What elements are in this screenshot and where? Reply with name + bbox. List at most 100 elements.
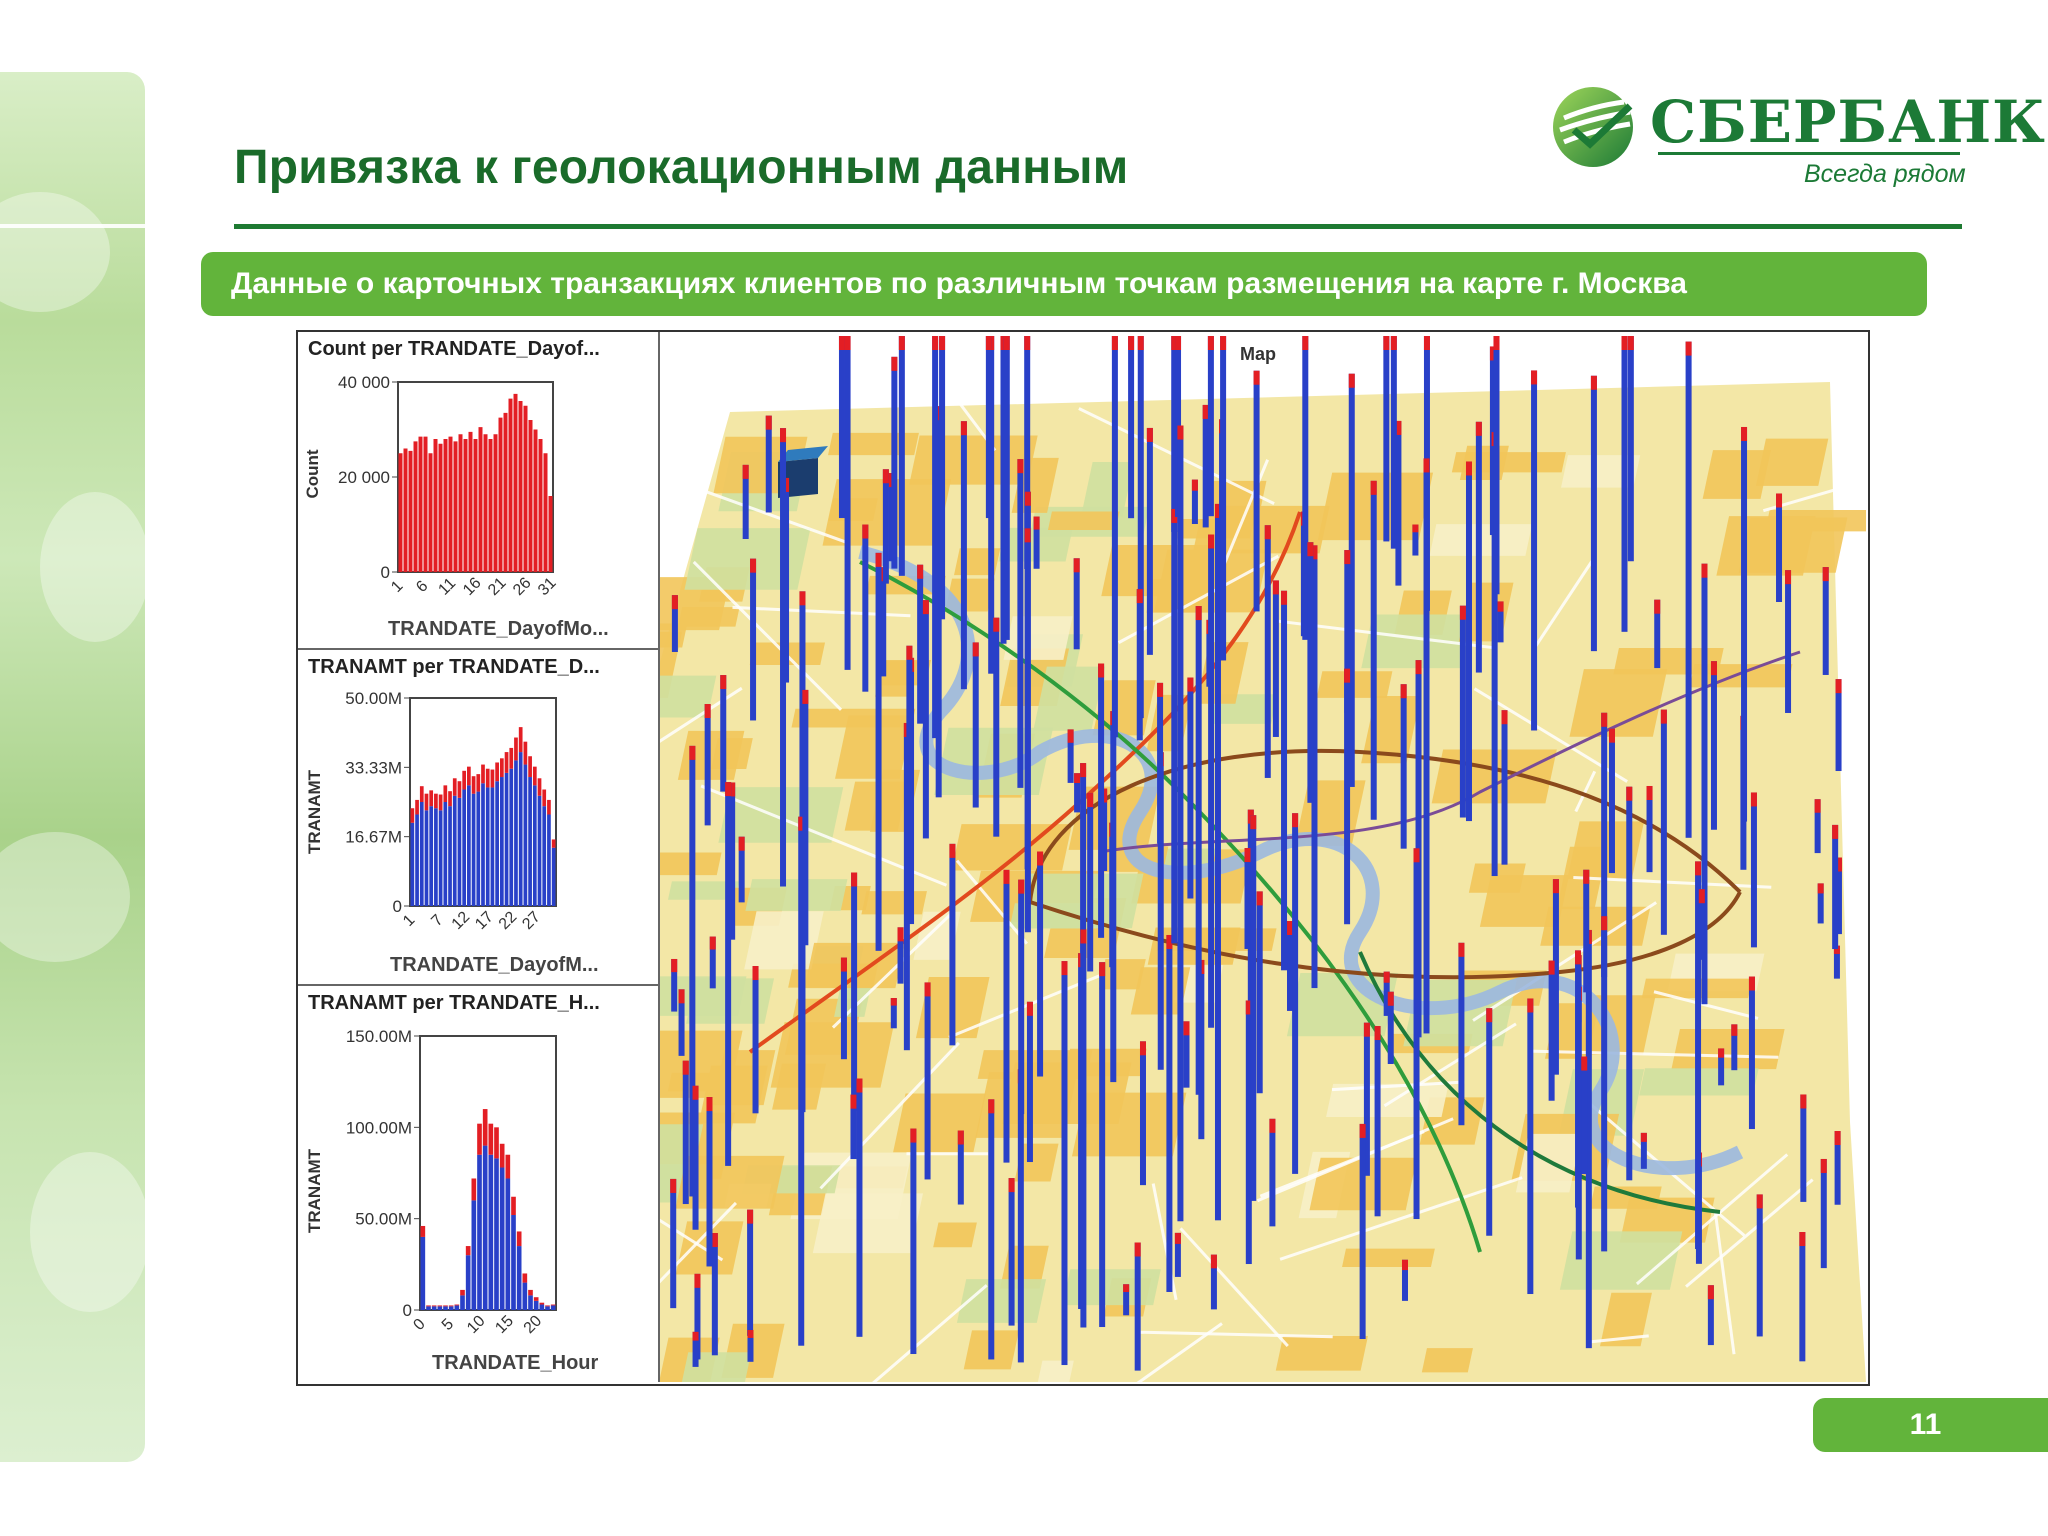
bar-blue-segment [429,806,434,906]
bar-red-segment [476,774,481,792]
map-district [1540,906,1651,946]
bar-blue-segment [509,768,514,906]
logo-wordmark: СБЕРБАНК [1650,88,2046,156]
transaction-spike [742,464,749,540]
x-tick-label: 31 [535,574,560,599]
map-district [1275,1335,1368,1371]
transaction-spike [1080,929,1087,1328]
transaction-spike-cap [1098,663,1105,678]
chart-panel-amount-day: TRANAMT per TRANDATE_D... 0 16.67M 33.33M 5… [298,650,660,986]
y-tick-label: 20 000 [338,468,390,487]
transaction-spike-cap [1707,1285,1714,1300]
transaction-spike-cap [1073,558,1080,573]
bar-blue-segment [488,1154,494,1310]
transaction-spike [1074,773,1081,813]
transaction-spike [729,782,736,940]
transaction-spike-cap [1835,679,1842,694]
transaction-spike [1835,679,1842,772]
transaction-spike [897,927,904,984]
bar-blue-segment [467,785,471,906]
transaction-spike [1244,848,1251,949]
map-district [1064,1048,1147,1077]
bar-red-segment [504,752,509,773]
transaction-spike [1785,570,1792,713]
transaction-spike [1590,375,1597,652]
transaction-spike [1395,420,1402,586]
transaction-spike-cap [1146,427,1153,442]
bar-blue-segment [550,1305,556,1310]
map-street [1383,1022,1517,1108]
map-district [652,852,722,876]
transaction-spike [1003,869,1010,1163]
map-district [678,607,740,627]
transaction-spike-cap [1281,590,1288,605]
transaction-spike [1756,1194,1763,1337]
transaction-spike-cap [1370,480,1377,495]
bar-blue-segment [542,806,547,906]
transaction-spike-cap [1387,991,1394,1006]
map-district [1671,1029,1785,1070]
bar-blue-segment [448,806,452,906]
bar-red-segment [482,1109,488,1146]
transaction-spike-cap [1359,1123,1366,1138]
transaction-spike [1087,793,1094,972]
transaction-spike [1128,336,1135,519]
transaction-spike [922,600,929,839]
transaction-spike [1383,336,1390,542]
transaction-spike-cap [1018,879,1025,894]
transaction-spike-cap [720,675,727,690]
transaction-spike-cap [1833,945,1840,954]
map-district [1361,614,1474,669]
transaction-spike-cap [1264,525,1271,540]
transaction-spike-cap [711,1232,718,1247]
bar-blue-segment [424,810,429,906]
bar-blue-segment [522,1282,528,1310]
bar-red-segment [443,785,448,802]
bar-blue-segment [490,787,495,906]
bar-blue-segment [426,1306,431,1310]
transaction-spike-cap [1423,336,1430,350]
map-canvas [461,336,1916,1425]
transaction-spike-cap [1601,916,1608,931]
transaction-spike-cap [1250,815,1257,830]
map-district [684,528,811,590]
bar-red-segment [471,1178,477,1201]
transaction-spike-cap [1748,976,1755,991]
transaction-spike-cap [1701,563,1708,578]
transaction-spike [840,957,847,1060]
transaction-spike-cap [1037,851,1044,866]
transaction-spike [798,816,805,1346]
transaction-spike [1210,1254,1217,1310]
sberbank-logo-icon [1553,87,1633,167]
transaction-spike [838,336,845,519]
transaction-spike-cap [1207,336,1214,350]
map-street [1135,1322,1223,1386]
transaction-spike [1383,971,1390,1016]
bar-red-segment [438,794,443,811]
chart-panel-amount-hour: TRANAMT per TRANDATE_H... 0 50.00M 100.00M… [298,986,660,1382]
map-street [1653,990,1759,1020]
bar-blue-segment [477,1154,482,1310]
transaction-spike [738,836,745,903]
transaction-spike [765,415,772,513]
transaction-spike [1302,336,1309,640]
moscow-3d-map[interactable]: Map [461,332,1916,1425]
map-district [1569,669,1668,737]
x-tick-label: 10 [464,1312,489,1337]
transaction-spike-cap [1137,336,1144,350]
transaction-spike [752,966,759,1114]
map-district [835,715,914,779]
transaction-spike [1548,960,1555,1101]
sberbank-logo: СБЕРБАНК Всегда рядом [1550,80,2045,190]
transaction-spike [1458,942,1465,1126]
transaction-spike [704,704,711,826]
bar-red-segment [410,808,415,823]
transaction-spike [1585,929,1592,1349]
transaction-spike-cap [988,1099,995,1114]
transaction-spike-cap [1344,668,1351,683]
transaction-spike [903,722,910,1051]
map-district [1421,1348,1473,1373]
bar-blue-segment [443,1306,448,1310]
bar [473,439,478,572]
